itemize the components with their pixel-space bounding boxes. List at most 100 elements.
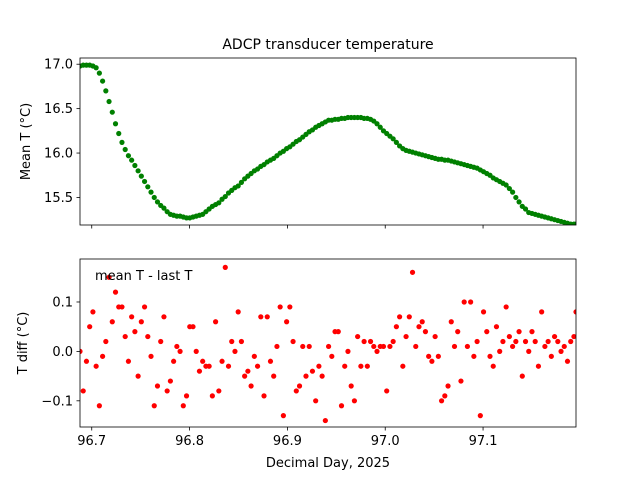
bottom-data-point bbox=[132, 329, 138, 335]
bottom-data-point bbox=[112, 289, 119, 295]
top-data-point bbox=[216, 200, 222, 206]
bottom-data-point bbox=[493, 324, 500, 330]
top-data-point bbox=[222, 193, 228, 200]
bottom-data-point bbox=[80, 388, 86, 394]
bottom-data-point bbox=[277, 304, 283, 310]
bottom-data-point bbox=[526, 348, 532, 354]
bottom-data-point bbox=[445, 383, 451, 389]
bottom-data-point bbox=[397, 314, 403, 320]
bottom-data-point bbox=[93, 363, 99, 369]
bottom-axes-ticks: 96.7 96.8 96.9 97.0 97.1 −0.1 0.0 0.1 bbox=[41, 295, 497, 449]
top-data-point bbox=[125, 153, 132, 159]
bottom-data-point bbox=[274, 343, 280, 350]
bottom-data-point bbox=[390, 338, 396, 345]
top-data-point bbox=[151, 194, 157, 201]
bottom-data-point bbox=[438, 398, 445, 404]
top-data-point bbox=[377, 124, 383, 130]
top-data-point bbox=[112, 121, 119, 127]
bottom-data-point bbox=[406, 314, 412, 320]
bottom-data-point bbox=[290, 338, 296, 345]
bottom-data-point bbox=[416, 324, 422, 330]
top-data-point bbox=[93, 65, 99, 71]
bottom-data-point bbox=[351, 398, 358, 404]
bottom-data-point bbox=[83, 358, 90, 364]
bottom-series-points bbox=[80, 264, 576, 424]
bottom-data-point bbox=[409, 269, 416, 275]
bottom-data-point bbox=[519, 373, 525, 379]
bottom-data-point bbox=[145, 333, 151, 340]
bottom-data-point bbox=[313, 398, 319, 404]
bottom-xtick-label: 97.0 bbox=[371, 434, 400, 449]
bottom-data-point bbox=[306, 343, 312, 350]
bottom-data-point bbox=[167, 378, 173, 384]
bottom-data-point bbox=[364, 363, 370, 369]
bottom-data-point bbox=[513, 338, 519, 345]
bottom-data-point bbox=[296, 383, 303, 389]
bottom-data-point bbox=[413, 343, 419, 350]
bottom-data-point bbox=[293, 388, 299, 394]
top-data-point bbox=[390, 136, 396, 142]
bottom-data-point bbox=[287, 304, 293, 310]
bottom-data-point bbox=[87, 324, 93, 330]
bottom-data-point bbox=[235, 309, 241, 315]
top-data-point bbox=[138, 173, 144, 179]
bottom-data-point bbox=[532, 338, 538, 345]
bottom-data-point bbox=[80, 348, 83, 354]
bottom-data-point bbox=[122, 333, 128, 340]
top-axes-ticks: 15.5 16.0 16.5 17.0 bbox=[44, 58, 484, 229]
bottom-data-point bbox=[487, 353, 493, 359]
top-data-point bbox=[106, 98, 112, 105]
top-ytick-label: 15.5 bbox=[44, 191, 73, 206]
bottom-data-point bbox=[303, 373, 309, 379]
bottom-data-point bbox=[371, 343, 377, 350]
chart-title: ADCP transducer temperature bbox=[222, 37, 433, 53]
bottom-data-point bbox=[119, 304, 125, 310]
bottom-data-point bbox=[477, 413, 483, 419]
bottom-data-point bbox=[177, 348, 183, 354]
bottom-data-point bbox=[461, 299, 467, 305]
bottom-data-point bbox=[522, 338, 529, 345]
bottom-ylabel: T diff (°C) bbox=[16, 312, 31, 376]
bottom-data-point bbox=[545, 338, 551, 345]
bottom-data-point bbox=[141, 304, 148, 310]
top-data-point bbox=[516, 199, 522, 205]
bottom-data-point bbox=[380, 343, 387, 350]
bottom-data-point bbox=[325, 343, 332, 350]
bottom-data-point bbox=[151, 403, 157, 409]
bottom-data-point bbox=[451, 343, 458, 350]
bottom-data-point bbox=[225, 363, 232, 369]
bottom-data-point bbox=[516, 329, 522, 335]
bottom-data-point bbox=[164, 388, 170, 394]
bottom-data-point bbox=[232, 348, 238, 354]
bottom-data-point bbox=[219, 358, 225, 364]
bottom-data-point bbox=[309, 368, 316, 374]
top-data-point bbox=[573, 221, 576, 225]
top-data-point bbox=[109, 109, 115, 115]
bottom-data-point bbox=[529, 329, 535, 335]
bottom-data-point bbox=[148, 353, 154, 359]
bottom-data-point bbox=[335, 329, 341, 335]
x-axis-label: Decimal Day, 2025 bbox=[266, 456, 390, 471]
bottom-data-point bbox=[480, 309, 487, 315]
bottom-data-point bbox=[561, 343, 567, 350]
top-data-point bbox=[116, 130, 122, 137]
bottom-data-point bbox=[154, 383, 161, 389]
bottom-data-point bbox=[174, 343, 180, 350]
bottom-data-point bbox=[261, 393, 267, 399]
bottom-data-point bbox=[109, 319, 115, 325]
top-data-point bbox=[154, 199, 161, 205]
top-data-point bbox=[122, 146, 128, 153]
bottom-data-point bbox=[125, 358, 132, 364]
top-axes-frame bbox=[79, 57, 577, 226]
bottom-data-point bbox=[400, 363, 406, 369]
bottom-xtick-label: 96.8 bbox=[175, 434, 204, 449]
bottom-ytick-label: 0.1 bbox=[52, 295, 73, 310]
bottom-data-point bbox=[548, 353, 554, 359]
top-series-points bbox=[80, 62, 576, 225]
bottom-data-point bbox=[229, 338, 235, 345]
bottom-data-point bbox=[180, 403, 186, 409]
bottom-axes-frame bbox=[79, 258, 577, 428]
bottom-data-point bbox=[422, 329, 429, 335]
bottom-xtick-label: 97.1 bbox=[469, 434, 498, 449]
